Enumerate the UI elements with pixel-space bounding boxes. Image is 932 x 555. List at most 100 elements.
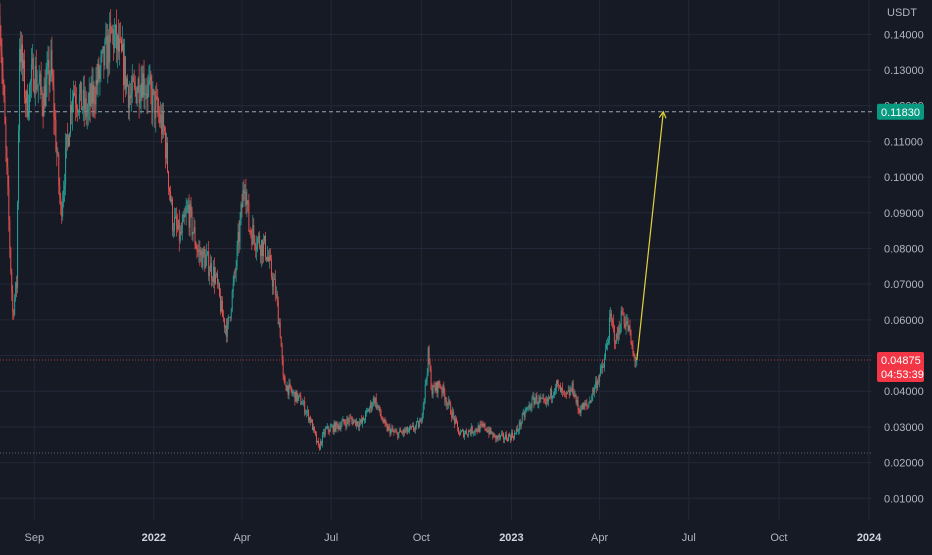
candle-body-349 (341, 422, 342, 426)
candle-body-342 (335, 423, 336, 432)
candle-body-404 (395, 432, 396, 433)
candle-624 (611, 310, 612, 326)
candle-600 (587, 405, 588, 409)
candle-328 (321, 441, 322, 446)
candle-19 (18, 124, 19, 210)
candle-552 (540, 393, 541, 402)
candle-body-50 (49, 60, 50, 85)
candle-368 (360, 419, 361, 426)
candle-45 (44, 77, 45, 116)
candle-body-155 (151, 89, 152, 113)
candle-body-647 (633, 353, 634, 355)
candle-body-364 (356, 421, 357, 425)
candle-body-362 (354, 420, 355, 421)
candle-body-483 (473, 433, 474, 434)
candle-body-254 (248, 203, 249, 231)
candle-591 (579, 408, 580, 414)
candle-308 (301, 401, 302, 405)
candle-531 (520, 419, 521, 430)
candle-body-376 (368, 410, 369, 412)
candle-142 (139, 63, 140, 118)
candle-112 (109, 12, 110, 74)
candle-355 (347, 415, 348, 424)
candle-617 (604, 354, 605, 372)
candle-body-48 (47, 67, 48, 79)
candle-body-602 (589, 401, 590, 404)
candle-body-79 (77, 108, 78, 111)
candle-body-228 (223, 317, 224, 319)
candle-body-470 (460, 432, 461, 435)
candle-172 (168, 171, 169, 195)
candle-body-457 (447, 404, 448, 405)
candle-body-18 (17, 203, 18, 288)
candle-338 (331, 423, 332, 427)
candle-body-32 (31, 65, 32, 82)
candle-body-397 (389, 427, 390, 428)
candle-body-621 (608, 341, 609, 344)
candle-272 (266, 257, 267, 262)
candle-18 (17, 201, 18, 293)
candle-body-130 (127, 78, 128, 86)
candle-body-121 (118, 35, 119, 51)
candle-382 (374, 396, 375, 406)
candle-body-518 (507, 439, 508, 441)
candle-body-287 (281, 337, 282, 347)
candle-body-226 (221, 301, 222, 312)
candle-171 (167, 137, 168, 173)
candle-554 (542, 394, 543, 399)
candle-556 (544, 398, 545, 403)
candle-302 (295, 390, 296, 402)
candle-34 (33, 54, 34, 92)
candle-body-326 (319, 445, 320, 449)
candle-365 (357, 421, 358, 427)
candle-body-378 (370, 403, 371, 408)
candle-65 (63, 181, 64, 208)
candle-body-308 (301, 404, 302, 405)
candle-body-433 (424, 398, 425, 404)
candle-body-507 (496, 436, 497, 440)
candle-body-233 (228, 317, 229, 323)
candle-193 (189, 194, 190, 236)
candle-body-102 (99, 69, 100, 78)
candle-body-517 (506, 434, 507, 439)
candle-body-12 (11, 272, 12, 292)
candle-50 (49, 46, 50, 101)
candle-210 (205, 249, 206, 268)
candle-373 (365, 410, 366, 423)
candle-body-166 (162, 112, 163, 134)
candle-body-128 (125, 56, 126, 88)
candle-493 (483, 421, 484, 428)
candle-375 (367, 408, 368, 413)
candle-295 (289, 378, 290, 399)
candle-500 (489, 426, 490, 434)
candle-body-527 (516, 429, 517, 433)
candle-body-250 (244, 192, 245, 193)
candle-88 (86, 91, 87, 125)
candle-80 (78, 109, 79, 115)
candle-471 (461, 430, 462, 433)
candle-297 (291, 385, 292, 393)
candle-407 (398, 432, 399, 438)
candle-body-515 (504, 439, 505, 440)
candle-243 (238, 223, 239, 256)
candle-body-573 (561, 388, 562, 393)
candle-137 (134, 70, 135, 91)
candle-583 (571, 387, 572, 392)
candle-body-289 (283, 360, 284, 376)
candle-body-290 (284, 376, 285, 378)
candle-54 (52, 69, 53, 91)
candle-body-213 (208, 252, 209, 276)
candle-318 (311, 418, 312, 423)
candle-109 (106, 24, 107, 69)
candle-body-113 (110, 23, 111, 28)
candle-296 (290, 379, 291, 388)
candle-body-417 (408, 431, 409, 433)
candle-body-34 (33, 58, 34, 90)
candle-334 (327, 423, 328, 429)
candle-504 (493, 432, 494, 438)
candle-body-616 (603, 367, 604, 368)
candle-body-649 (635, 361, 636, 362)
candle-359 (351, 416, 352, 424)
